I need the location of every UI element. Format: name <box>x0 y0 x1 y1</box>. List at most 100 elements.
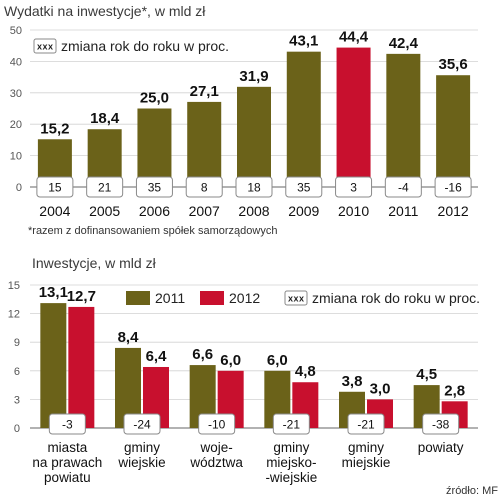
yoy-box-2011 <box>384 176 422 198</box>
x-tick-label-line: wiejskie <box>117 455 165 470</box>
value-label-2012-4: 3,0 <box>370 380 391 397</box>
value-label-2011-1: 8,4 <box>118 329 140 346</box>
value-label-2011-0: 13,1 <box>39 284 68 301</box>
x-tick-label-2012: 2012 <box>438 203 469 219</box>
value-label-2009: 43,1 <box>289 33 318 50</box>
x-tick-label-4: gminy miejskie <box>342 440 391 470</box>
x-tick-label-line: miejskie <box>342 455 391 470</box>
x-tick-label-line: gminy <box>348 440 384 455</box>
yoy-box-2008 <box>235 176 273 198</box>
chart-2-legend: 2011 2012 xxx zmiana rok do roku w proc. <box>126 290 480 306</box>
bar-2011-0 <box>40 303 67 428</box>
value-label-2004: 15,2 <box>40 120 69 137</box>
yoy-box-1 <box>123 413 161 435</box>
bar-2012-0 <box>68 306 95 428</box>
bar-2011 <box>386 53 421 187</box>
bar-2010 <box>336 47 371 187</box>
x-tick-label-2010: 2010 <box>338 203 369 219</box>
x-tick-label-line: na prawach <box>32 455 102 470</box>
legend-2012-label: 2012 <box>229 290 260 306</box>
chart-2-yoy-boxes: -3 -24 -10 -21 -21 -38 <box>48 413 460 435</box>
y-tick-label: 0 <box>14 423 20 435</box>
chart-1-x-axis: 2004 2005 2006 2007 2008 2009 2010 2011 2012 <box>39 203 469 219</box>
value-label-2012: 35,6 <box>439 56 468 73</box>
x-tick-label-2004: 2004 <box>39 203 70 219</box>
yoy-label-2008: 18 <box>247 181 261 195</box>
yoy-label-3: -21 <box>283 418 301 432</box>
value-label-2010: 44,4 <box>339 29 369 46</box>
x-tick-label-line: gminy <box>124 440 160 455</box>
y-tick-label: 20 <box>10 119 22 131</box>
legend-xxx-marker: xxx <box>37 42 54 52</box>
yoy-label-4: -21 <box>357 418 375 432</box>
yoy-label-2009: 35 <box>297 181 311 195</box>
yoy-box-4 <box>347 413 385 435</box>
yoy-label-2005: 21 <box>98 181 112 195</box>
yoy-box-2004 <box>36 176 74 198</box>
y-tick-label: 0 <box>16 182 22 194</box>
chart-1-value-labels: 15,2 18,4 25,0 27,1 31,9 43,1 44,4 42,4 35,6 <box>40 29 467 138</box>
x-tick-label-line: woje- <box>200 440 233 455</box>
x-tick-label-line: miasta <box>47 440 87 455</box>
yoy-label-2004: 15 <box>48 181 62 195</box>
yoy-box-5 <box>422 413 460 435</box>
yoy-box-2005 <box>86 176 124 198</box>
value-label-2012-1: 6,4 <box>146 348 168 365</box>
yoy-label-0: -3 <box>62 418 73 432</box>
yoy-label-1: -24 <box>133 418 151 432</box>
x-tick-label-line: powiaty <box>418 440 464 455</box>
value-label-2012-5: 2,8 <box>444 382 465 399</box>
x-tick-label-2: woje-wództwa <box>189 440 243 470</box>
value-label-2008: 31,9 <box>239 68 268 85</box>
yoy-box-2012 <box>434 176 472 198</box>
legend-xxx-marker: xxx <box>288 294 305 304</box>
legend-2011-label: 2011 <box>155 290 185 306</box>
yoy-label-2010: 3 <box>350 181 357 195</box>
yoy-box-3 <box>272 413 310 435</box>
value-label-2012-3: 4,8 <box>295 363 316 380</box>
chart-2-legend-label: zmiana rok do roku w proc. <box>312 290 480 306</box>
yoy-box-2006 <box>135 176 173 198</box>
bar-2007 <box>187 101 222 187</box>
y-tick-label: 10 <box>10 151 22 163</box>
x-tick-label-0: miasta na prawach powiatu <box>32 440 102 485</box>
value-label-2006: 25,0 <box>140 90 169 107</box>
bar-2008 <box>237 86 271 187</box>
y-tick-label: 12 <box>8 309 20 321</box>
chart-2-gridlines <box>30 284 478 429</box>
chart-1-y-axis: 0 10 20 30 40 50 <box>10 25 22 194</box>
x-tick-label-line: powiatu <box>44 470 91 485</box>
y-tick-label: 40 <box>10 56 22 68</box>
x-tick-label-line: wództwa <box>189 455 243 470</box>
chart-2-source: źródło: MF <box>446 485 498 497</box>
value-label-2011-3: 6,0 <box>267 352 288 369</box>
value-label-2005: 18,4 <box>90 110 120 127</box>
legend-xxx-box <box>284 290 308 306</box>
yoy-box-2009 <box>285 176 323 198</box>
legend-xxx-box <box>33 38 57 54</box>
y-tick-label: 9 <box>14 337 20 349</box>
y-tick-label: 30 <box>10 88 22 100</box>
y-tick-label: 3 <box>14 394 20 406</box>
chart-1-footnote: *razem z dofinansowaniem spółek samorząd… <box>28 225 277 237</box>
x-tick-label-2011: 2011 <box>388 203 418 219</box>
yoy-label-2011: -4 <box>398 181 409 195</box>
x-tick-label-line: gminy <box>273 440 309 455</box>
chart-2-value-labels: 13,112,7 8,4 6,4 6,6 6,0 6,0 4,8 3,8 3,0 4,5 2,8 <box>39 284 465 399</box>
y-tick-label: 50 <box>10 25 22 37</box>
yoy-label-2007: 8 <box>201 181 208 195</box>
yoy-label-2006: 35 <box>148 181 162 195</box>
bar-2012 <box>436 75 471 187</box>
x-tick-label-2007: 2007 <box>189 203 220 219</box>
chart-1-investment-spending: Wydatki na inwestycje*, w mld zł 0102030… <box>4 3 478 237</box>
x-tick-label-5: powiaty <box>418 440 464 455</box>
yoy-label-2012: -16 <box>444 181 462 195</box>
x-tick-label-2008: 2008 <box>238 203 269 219</box>
bar-2006 <box>137 108 172 187</box>
x-tick-label-2009: 2009 <box>288 203 319 219</box>
value-label-2011: 42,4 <box>389 35 419 52</box>
y-tick-label: 15 <box>8 280 20 292</box>
yoy-box-0 <box>48 413 86 435</box>
